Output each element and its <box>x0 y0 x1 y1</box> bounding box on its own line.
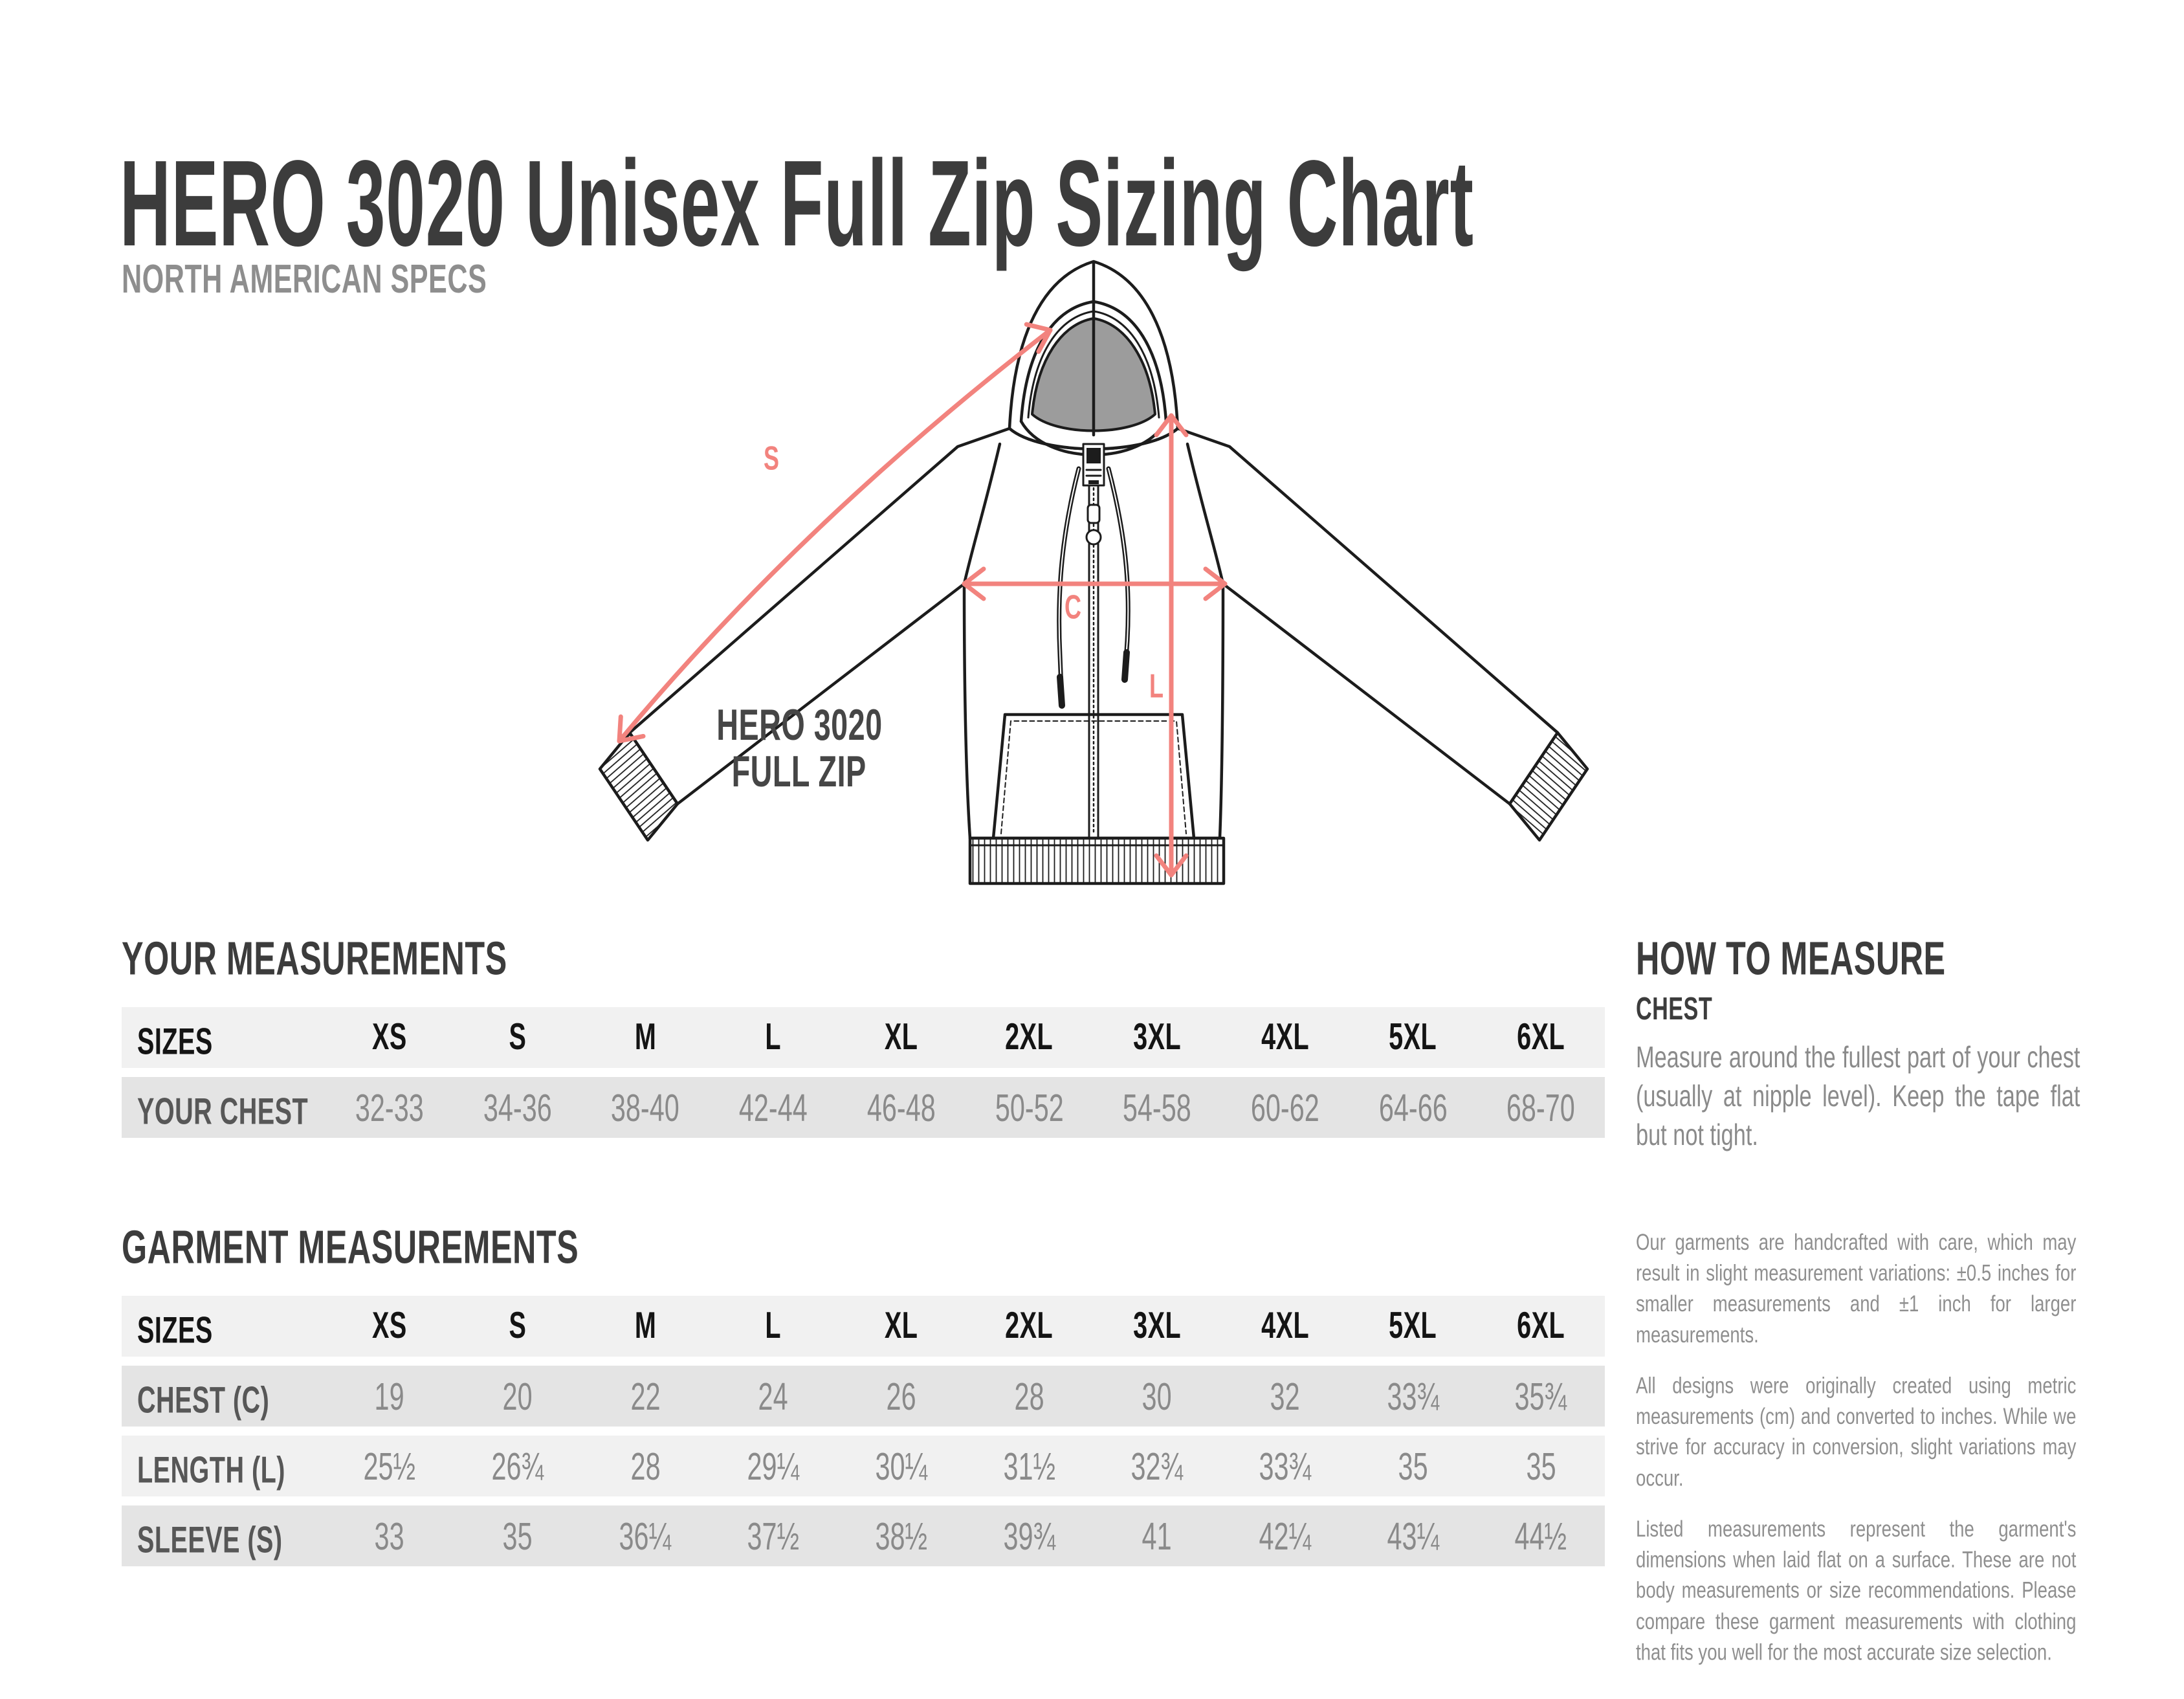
measurement-arrows <box>617 322 1228 878</box>
table-row-chest: CHEST (C) 19 20 22 24 26 28 30 32 33¾ 35… <box>122 1366 1605 1427</box>
value-cell: 19 <box>374 1374 404 1418</box>
hoodie-line-art <box>598 260 1589 885</box>
garment-measurements-heading: GARMENT MEASUREMENTS <box>122 1220 579 1274</box>
size-header-cell: 3XL <box>1133 1016 1182 1058</box>
size-header-cell: S <box>509 1305 526 1347</box>
size-header-cell: 6XL <box>1517 1305 1565 1347</box>
value-cell: 32-33 <box>355 1085 424 1129</box>
value-cell: 42-44 <box>738 1085 808 1129</box>
value-cell: 35¾ <box>1514 1374 1567 1418</box>
value-cell: 33¾ <box>1259 1444 1312 1488</box>
value-cell: 31½ <box>1003 1444 1055 1488</box>
value-cell: 35 <box>502 1514 533 1558</box>
size-header-cell: XS <box>371 1016 407 1058</box>
size-header-cell: 4XL <box>1261 1016 1309 1058</box>
table-row-sizes: SIZES XS S M L XL 2XL 3XL 4XL 5XL 6XL <box>122 1007 1605 1068</box>
value-cell: 33 <box>374 1514 404 1558</box>
size-header-cell: 2XL <box>1005 1016 1053 1058</box>
value-cell: 46-48 <box>866 1085 936 1129</box>
table-row-sizes: SIZES XS S M L XL 2XL 3XL 4XL 5XL 6XL <box>122 1296 1605 1357</box>
value-cell: 60-62 <box>1250 1085 1319 1129</box>
size-header-cell: M <box>634 1305 656 1347</box>
how-to-measure-subheading: CHEST <box>1636 992 1713 1027</box>
product-label-line1: HERO 3020 <box>716 701 883 750</box>
row-label: LENGTH (L) <box>137 1450 285 1491</box>
value-cell: 28 <box>1014 1374 1044 1418</box>
value-cell: 26 <box>886 1374 916 1418</box>
how-to-measure-heading: HOW TO MEASURE <box>1636 931 1946 985</box>
value-cell: 35 <box>1398 1444 1428 1488</box>
your-measurements-heading: YOUR MEASUREMENTS <box>122 931 507 985</box>
value-cell: 32¾ <box>1131 1444 1184 1488</box>
row-label: YOUR CHEST <box>137 1091 309 1133</box>
table-row-your-chest: YOUR CHEST 32-33 34-36 38-40 42-44 46-48… <box>122 1077 1605 1138</box>
size-header-cell: L <box>765 1016 782 1058</box>
length-arrow-label: L <box>1149 668 1164 705</box>
value-cell: 39¾ <box>1003 1514 1055 1558</box>
size-header-cell: 6XL <box>1517 1016 1565 1058</box>
product-label: HERO 3020 FULL ZIP <box>654 700 945 797</box>
how-to-measure-body: Measure around the fullest part of your … <box>1636 1041 2080 1152</box>
size-header-cell: XS <box>371 1305 407 1347</box>
size-header-cell: 4XL <box>1261 1305 1309 1347</box>
value-cell: 38½ <box>875 1514 927 1558</box>
value-cell: 54-58 <box>1123 1085 1191 1129</box>
value-cell: 32 <box>1270 1374 1300 1418</box>
table-row-sleeve: SLEEVE (S) 33 35 36¼ 37½ 38½ 39¾ 41 42¼ … <box>122 1505 1605 1566</box>
value-cell: 22 <box>630 1374 661 1418</box>
value-cell: 30 <box>1142 1374 1173 1418</box>
sizes-label: SIZES <box>137 1310 213 1351</box>
value-cell: 30¼ <box>875 1444 927 1488</box>
size-header-cell: L <box>765 1305 782 1347</box>
garment-measurements-table: SIZES XS S M L XL 2XL 3XL 4XL 5XL 6XL CH… <box>122 1296 1605 1566</box>
value-cell: 68-70 <box>1506 1085 1576 1129</box>
value-cell: 44½ <box>1514 1514 1567 1558</box>
value-cell: 33¾ <box>1387 1374 1439 1418</box>
size-header-cell: S <box>509 1016 526 1058</box>
value-cell: 26¾ <box>491 1444 544 1488</box>
size-header-cell: XL <box>884 1016 918 1058</box>
size-header-cell: 5XL <box>1389 1305 1437 1347</box>
value-cell: 25½ <box>363 1444 416 1488</box>
value-cell: 37½ <box>747 1514 800 1558</box>
page-subtitle: NORTH AMERICAN SPECS <box>122 257 487 302</box>
value-cell: 35 <box>1526 1444 1556 1488</box>
size-header-cell: XL <box>884 1305 918 1347</box>
value-cell: 42¼ <box>1259 1514 1312 1558</box>
size-header-cell: 5XL <box>1389 1016 1437 1058</box>
value-cell: 20 <box>502 1374 533 1418</box>
page-title: HERO 3020 Unisex Full Zip Sizing Chart <box>120 134 1474 272</box>
value-cell: 41 <box>1142 1514 1173 1558</box>
value-cell: 50-52 <box>995 1085 1064 1129</box>
value-cell: 64-66 <box>1378 1085 1448 1129</box>
value-cell: 43¼ <box>1387 1514 1439 1558</box>
note-handcrafted: Our garments are handcrafted with care, … <box>1636 1230 2077 1348</box>
value-cell: 28 <box>630 1444 661 1488</box>
row-label: CHEST (C) <box>137 1380 270 1421</box>
sizes-label: SIZES <box>137 1021 213 1063</box>
value-cell: 38-40 <box>611 1085 680 1129</box>
size-header-cell: 2XL <box>1005 1305 1053 1347</box>
value-cell: 29¼ <box>747 1444 800 1488</box>
note-metric-conversion: All designs were originally created usin… <box>1636 1373 2077 1491</box>
value-cell: 34-36 <box>483 1085 552 1129</box>
chest-arrow-label: C <box>1064 589 1082 627</box>
size-header-cell: M <box>634 1016 656 1058</box>
your-measurements-table: SIZES XS S M L XL 2XL 3XL 4XL 5XL 6XL YO… <box>122 1007 1605 1138</box>
size-header-cell: 3XL <box>1133 1305 1182 1347</box>
row-label: SLEEVE (S) <box>137 1520 283 1561</box>
table-row-length: LENGTH (L) 25½ 26¾ 28 29¼ 30¼ 31½ 32¾ 33… <box>122 1436 1605 1496</box>
note-flat-measurements: Listed measurements represent the garmen… <box>1636 1516 2077 1665</box>
value-cell: 36¼ <box>619 1514 672 1558</box>
sleeve-arrow-label: S <box>764 440 780 478</box>
hoodie-diagram <box>586 252 1595 906</box>
notes-column: Our garments are handcrafted with care, … <box>1636 1227 2076 1688</box>
value-cell: 24 <box>758 1374 788 1418</box>
product-label-line2: FULL ZIP <box>731 748 867 797</box>
